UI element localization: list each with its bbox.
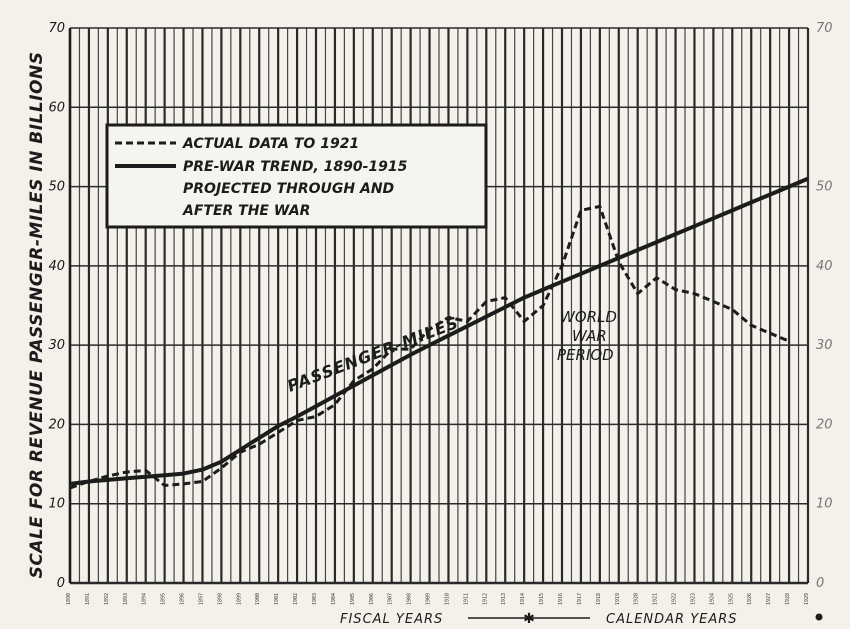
x-tick-label: 1921 <box>653 593 659 605</box>
x-tick-label: 1897 <box>198 593 204 605</box>
right-tick-label: 40 <box>816 259 833 274</box>
x-tick-label: 1900 <box>255 593 261 605</box>
footer: FISCAL YEARS ✱ CALENDAR YEARS <box>340 611 823 627</box>
x-tick-label: 1902 <box>293 593 299 605</box>
x-tick-label: 1919 <box>615 593 621 605</box>
x-tick-label: 1896 <box>180 593 186 605</box>
right-axis-ticks: 0 10 20 30 40 50 70 <box>816 21 833 591</box>
x-tick-label: 1926 <box>747 593 753 605</box>
y-axis-label: SCALE FOR REVENUE PASSENGER-MILES IN BIL… <box>27 52 47 579</box>
x-tick-label: 1918 <box>596 593 602 605</box>
x-tick-label: 1916 <box>558 593 564 605</box>
x-tick-label: 1899 <box>236 593 242 605</box>
x-tick-label: 1891 <box>85 593 91 605</box>
series-pre-war-trend <box>69 176 809 486</box>
footer-separator-mark: ✱ <box>523 611 535 627</box>
y-tick-label: 20 <box>48 417 65 432</box>
x-tick-label: 1908 <box>407 593 413 605</box>
x-tick-label: 1909 <box>426 593 432 605</box>
x-tick-label: 1922 <box>672 593 678 605</box>
series-actual-data <box>69 204 790 490</box>
x-tick-label: 1913 <box>501 593 507 605</box>
x-tick-label: 1912 <box>482 593 488 605</box>
grid <box>68 28 810 583</box>
right-tick-label: 30 <box>816 338 833 353</box>
legend-label-trend-cont-1: PROJECTED THROUGH AND <box>183 181 394 197</box>
x-tick-label: 1892 <box>104 593 110 605</box>
x-tick-label: 1920 <box>634 593 640 605</box>
y-tick-label: 0 <box>57 576 65 591</box>
y-tick-label: 60 <box>48 100 65 115</box>
x-tick-label: 1905 <box>350 593 356 605</box>
right-tick-label: 70 <box>816 21 833 36</box>
y-tick-label: 70 <box>48 21 65 36</box>
y-axis-ticks: 0 10 20 30 40 50 60 70 <box>48 21 65 591</box>
x-tick-label: 1917 <box>577 593 583 605</box>
right-tick-label: 10 <box>816 497 833 512</box>
x-tick-label: 1894 <box>142 593 148 605</box>
x-tick-label: 1915 <box>539 593 545 605</box>
legend-label-trend-cont-2: AFTER THE WAR <box>182 203 310 219</box>
x-tick-label: 1914 <box>520 593 526 605</box>
y-tick-label: 40 <box>48 259 65 274</box>
x-tick-label: 1929 <box>804 593 810 605</box>
legend: ACTUAL DATA TO 1921 PRE-WAR TREND, 1890-… <box>105 123 488 229</box>
y-tick-label: 30 <box>48 338 65 353</box>
x-tick-label: 1893 <box>123 593 129 605</box>
x-tick-label: 1928 <box>785 593 791 605</box>
right-tick-label: 0 <box>816 576 824 591</box>
annotation-period: PERIOD <box>557 346 614 364</box>
footer-fiscal-years: FISCAL YEARS <box>340 612 443 627</box>
x-tick-label: 1910 <box>444 593 450 605</box>
x-tick-label: 1925 <box>728 593 734 605</box>
legend-label-trend: PRE-WAR TREND, 1890-1915 <box>183 159 408 175</box>
x-tick-label: 1907 <box>388 593 394 605</box>
x-tick-label: 1904 <box>331 593 337 605</box>
x-tick-label: 1923 <box>690 593 696 605</box>
x-tick-label: 1906 <box>369 593 375 605</box>
legend-label-actual: ACTUAL DATA TO 1921 <box>182 136 359 152</box>
x-axis-ticks: 1890 1891 1892 1893 1894 1895 1896 1897 1898 1899… <box>66 593 810 605</box>
x-tick-label: 1890 <box>66 593 72 605</box>
x-tick-label: 1901 <box>274 593 280 605</box>
y-tick-label: 50 <box>48 180 65 195</box>
annotation-world: WORLD <box>560 308 617 326</box>
x-tick-label: 1898 <box>217 593 223 605</box>
x-tick-label: 1924 <box>709 593 715 605</box>
x-tick-label: 1927 <box>766 593 772 605</box>
y-tick-label: 10 <box>48 497 65 512</box>
footer-dot <box>815 613 823 621</box>
annotation-war: WAR <box>572 327 607 345</box>
right-tick-label: 20 <box>816 417 833 432</box>
x-tick-label: 1895 <box>161 593 167 605</box>
right-tick-label: 50 <box>816 180 833 195</box>
footer-calendar-years: CALENDAR YEARS <box>606 612 738 627</box>
x-tick-label: 1911 <box>463 593 469 605</box>
x-tick-label: 1903 <box>312 593 318 605</box>
